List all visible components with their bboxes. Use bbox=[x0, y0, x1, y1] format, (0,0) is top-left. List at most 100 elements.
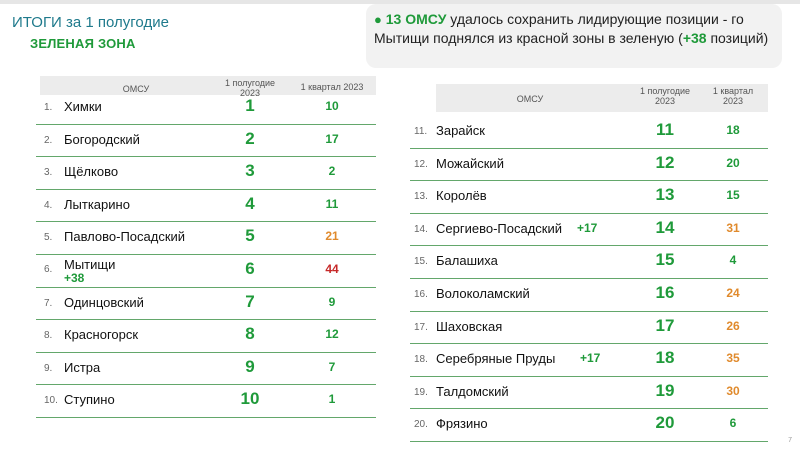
rank-h1-2023: 1 bbox=[245, 96, 255, 115]
rank-q1-2023: 30 bbox=[726, 383, 740, 398]
rank-q1-2023: 7 bbox=[328, 359, 336, 374]
row-divider bbox=[36, 156, 376, 158]
rank-h1-2023: 18 bbox=[655, 348, 675, 368]
omsu-name: Королёв bbox=[436, 188, 487, 204]
omsu-name: Истра bbox=[64, 359, 101, 375]
callout-text-1: удалось сохранить лидирующие позиции - г… bbox=[374, 11, 744, 46]
row-divider bbox=[36, 351, 376, 353]
rank-h1-2023: 11 bbox=[656, 120, 674, 139]
row-number: 9. bbox=[44, 362, 53, 374]
omsu-name: Балашиха bbox=[436, 253, 498, 269]
rank-h1-2023: 16 bbox=[655, 283, 675, 302]
row-number: 3. bbox=[44, 167, 53, 179]
page-number: 7 bbox=[788, 437, 792, 444]
table-row: 4. Лыткарино 4 11 bbox=[36, 190, 376, 223]
table-row: 19. Талдомский 19 30 bbox=[410, 377, 768, 410]
rank-q1-2023: 31 bbox=[726, 220, 740, 235]
position-change-badge: +17 bbox=[580, 351, 601, 366]
row-number: 12. bbox=[414, 158, 428, 170]
omsu-name: Мытищи bbox=[64, 257, 116, 272]
callout-highlight-count: 13 ОМСУ bbox=[385, 11, 447, 27]
rank-q1-2023: 10 bbox=[325, 99, 339, 113]
table-row: 5. Павлово-Посадский 5 21 bbox=[36, 222, 376, 255]
rank-q1-2023: 11 bbox=[325, 196, 339, 211]
callout-text-2: позиций) bbox=[706, 30, 769, 46]
rank-h1-2023: 17 bbox=[655, 315, 675, 335]
table-row: 12. Можайский 12 20 bbox=[410, 149, 768, 182]
page-subtitle: ЗЕЛЕНАЯ ЗОНА bbox=[30, 36, 136, 51]
rank-h1-2023: 12 bbox=[655, 152, 675, 172]
row-number: 2. bbox=[44, 134, 53, 146]
omsu-name: Павлово-Посадский bbox=[64, 229, 186, 245]
row-divider bbox=[36, 416, 376, 418]
rank-h1-2023: 15 bbox=[655, 250, 675, 270]
row-divider bbox=[410, 212, 768, 214]
row-number: 5. bbox=[44, 232, 53, 244]
table-row: 3. Щёлково 3 2 bbox=[36, 157, 376, 190]
rank-h1-2023: 10 bbox=[240, 389, 260, 409]
row-number: 14. bbox=[414, 223, 428, 235]
rank-h1-2023: 7 bbox=[245, 291, 255, 311]
left-rating-table: ОМСУ 1 полугодие 2023 1 квартал 2023 1. Химк… bbox=[36, 72, 376, 418]
row-divider bbox=[410, 343, 768, 345]
row-number: 8. bbox=[44, 330, 53, 342]
rank-h1-2023: 13 bbox=[655, 185, 675, 205]
row-divider bbox=[410, 440, 768, 442]
rank-q1-2023: 12 bbox=[325, 327, 339, 342]
position-change-badge: +17 bbox=[577, 220, 598, 235]
table-row: 16. Волоколамский 16 24 bbox=[410, 279, 768, 312]
omsu-name: Волоколамский bbox=[436, 286, 530, 301]
rank-q1-2023: 24 bbox=[726, 286, 740, 300]
row-number: 15. bbox=[414, 256, 428, 268]
rank-h1-2023: 3 bbox=[245, 161, 255, 181]
row-number: 4. bbox=[44, 199, 53, 211]
row-number: 6. bbox=[44, 264, 53, 275]
rank-q1-2023: 18 bbox=[726, 123, 740, 137]
table-row: 15. Балашиха 15 4 bbox=[410, 246, 768, 279]
table-row: 14. Сергиево-Посадский +17 14 31 bbox=[410, 214, 768, 247]
row-divider bbox=[36, 188, 376, 190]
row-number: 13. bbox=[414, 191, 428, 203]
row-divider bbox=[410, 375, 768, 377]
rank-h1-2023: 9 bbox=[245, 356, 255, 376]
column-header-omsu: ОМСУ bbox=[516, 94, 544, 104]
rank-q1-2023: 20 bbox=[726, 155, 740, 170]
rank-h1-2023: 8 bbox=[245, 324, 255, 344]
table-row: 11. Зарайск 11 18 bbox=[410, 116, 768, 149]
row-divider bbox=[36, 286, 376, 288]
row-divider bbox=[36, 319, 376, 321]
callout-box: ● 13 ОМСУ удалось сохранить лидирующие п… bbox=[366, 4, 782, 68]
column-header-h1-2023: 1 полугодие 2023 bbox=[224, 78, 276, 98]
table-row: 9. Истра 9 7 bbox=[36, 353, 376, 386]
row-number: 7. bbox=[44, 297, 53, 309]
table-row: 1. Химки 1 10 bbox=[36, 92, 376, 125]
right-rating-table: ОМСУ 1 полугодие 2023 1 квартал 2023 11. Зар… bbox=[410, 84, 768, 442]
rank-q1-2023: 1 bbox=[328, 392, 336, 407]
omsu-name: Зарайск bbox=[436, 123, 485, 138]
column-header-h1-2023: 1 полугодие 2023 bbox=[639, 86, 691, 106]
table-row: 17. Шаховская 17 26 bbox=[410, 312, 768, 345]
rank-q1-2023: 4 bbox=[729, 253, 737, 268]
omsu-name: Красногорск bbox=[64, 327, 139, 343]
rank-h1-2023: 20 bbox=[655, 413, 675, 433]
table-header bbox=[436, 84, 768, 112]
rank-h1-2023: 4 bbox=[245, 193, 255, 213]
omsu-name: Можайский bbox=[436, 155, 504, 171]
row-divider bbox=[36, 384, 376, 386]
omsu-name: Щёлково bbox=[64, 164, 119, 180]
rank-q1-2023: 44 bbox=[325, 262, 339, 276]
omsu-name: Талдомский bbox=[436, 383, 509, 399]
rank-q1-2023: 9 bbox=[328, 294, 336, 309]
rank-h1-2023: 19 bbox=[655, 380, 675, 400]
row-number: 1. bbox=[44, 102, 53, 113]
row-divider bbox=[410, 245, 768, 247]
row-divider bbox=[36, 123, 376, 125]
table-row: 6. Мытищи +38 6 44 bbox=[36, 255, 376, 288]
rank-h1-2023: 2 bbox=[245, 128, 255, 148]
row-divider bbox=[410, 408, 768, 410]
omsu-name: Серебряные Пруды bbox=[436, 351, 556, 367]
row-number: 11. bbox=[414, 126, 428, 137]
position-change-badge: +38 bbox=[64, 271, 85, 285]
column-header-q1-2023: 1 квартал 2023 bbox=[712, 86, 754, 106]
table-header bbox=[40, 76, 376, 95]
